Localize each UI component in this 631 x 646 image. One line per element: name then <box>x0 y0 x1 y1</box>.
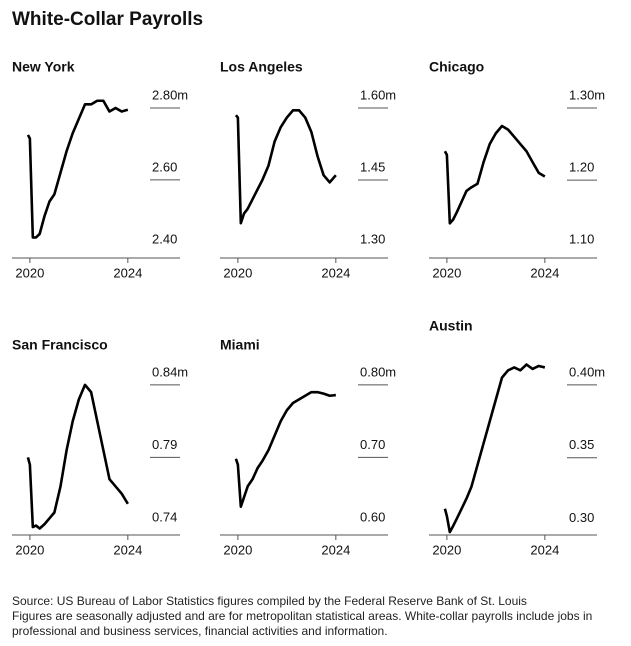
y-tick-label: 0.30 <box>569 510 594 525</box>
y-tick-label: 0.79 <box>152 437 177 452</box>
x-tick-label: 2024 <box>530 542 559 557</box>
y-tick-label: 1.30m <box>569 87 605 102</box>
y-tick-label: 2.40 <box>152 231 177 246</box>
data-line <box>443 124 546 225</box>
panel-title: Miami <box>220 337 260 353</box>
panel-title: Austin <box>429 318 473 334</box>
y-tick-label: 1.10 <box>569 232 594 247</box>
y-tick-label: 1.20 <box>569 160 594 175</box>
data-line <box>443 363 546 534</box>
y-tick-label: 0.74 <box>152 509 177 524</box>
panel-title: Chicago <box>429 59 484 75</box>
y-tick-label: 0.70 <box>360 437 385 452</box>
y-tick-label: 0.35 <box>569 437 594 452</box>
panel-title: San Francisco <box>12 337 108 353</box>
notes: Figures are seasonally adjusted and are … <box>12 609 593 638</box>
data-line <box>26 99 129 239</box>
y-tick-label: 2.80m <box>152 87 188 102</box>
chart-title: White-Collar Payrolls <box>12 9 203 30</box>
x-tick-label: 2024 <box>530 265 559 280</box>
y-tick-label: 1.30 <box>360 231 385 246</box>
y-tick-label: 1.45 <box>360 159 385 174</box>
panel-title: New York <box>12 59 75 75</box>
x-tick-label: 2020 <box>223 265 252 280</box>
x-tick-label: 2024 <box>321 542 350 557</box>
x-tick-label: 2020 <box>15 542 44 557</box>
y-tick-label: 1.60m <box>360 87 396 102</box>
x-tick-label: 2020 <box>432 542 461 557</box>
data-line <box>234 390 336 509</box>
y-tick-label: 0.60 <box>360 509 385 524</box>
x-tick-label: 2024 <box>321 265 350 280</box>
x-tick-label: 2020 <box>432 265 461 280</box>
x-tick-label: 2024 <box>113 542 142 557</box>
panel-title: Los Angeles <box>220 59 303 75</box>
x-tick-label: 2020 <box>223 542 252 557</box>
y-tick-label: 0.40m <box>569 364 605 379</box>
source: Source: US Bureau of Labor Statistics fi… <box>12 594 527 608</box>
data-line <box>26 383 129 530</box>
x-tick-label: 2024 <box>113 265 142 280</box>
x-tick-label: 2020 <box>15 265 44 280</box>
data-line <box>234 109 337 225</box>
y-tick-label: 2.60 <box>152 159 177 174</box>
y-tick-label: 0.80m <box>360 364 396 379</box>
y-tick-label: 0.84m <box>152 364 188 379</box>
footer: Source: US Bureau of Labor Statistics fi… <box>12 594 624 639</box>
